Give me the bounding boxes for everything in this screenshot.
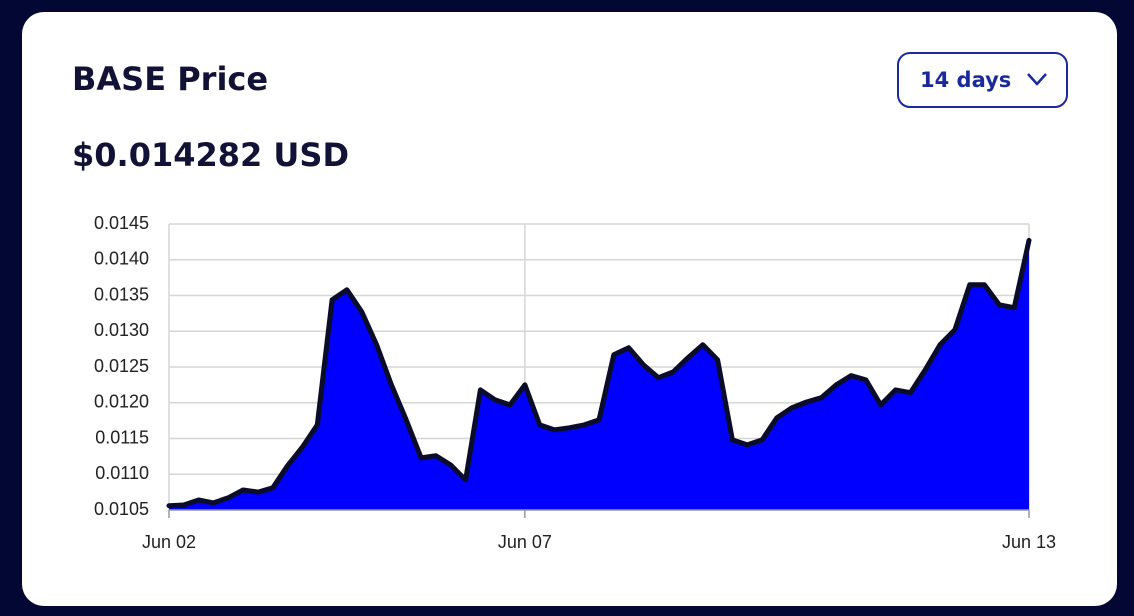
price: $0.014282 USD <box>72 136 349 174</box>
y-tick-label: 0.0105 <box>94 499 149 519</box>
chart-title: BASE Price <box>72 60 268 98</box>
y-tick-label: 0.0125 <box>94 356 149 376</box>
y-tick-label: 0.0120 <box>94 392 149 412</box>
x-tick-label: Jun 07 <box>498 532 552 552</box>
range-dropdown[interactable]: 14 days <box>897 52 1068 108</box>
y-tick-label: 0.0130 <box>94 320 149 340</box>
y-tick-label: 0.0145 <box>94 213 149 233</box>
y-tick-label: 0.0115 <box>95 427 149 447</box>
price-line <box>166 237 1032 509</box>
dropdown-label[interactable]: 14 days <box>920 68 1011 92</box>
x-tick-label: Jun 02 <box>142 532 196 552</box>
x-tick-label: Jun 13 <box>1002 532 1056 552</box>
area <box>169 240 1029 510</box>
y-tick-label: 0.0110 <box>95 463 149 483</box>
chevron[interactable] <box>1027 73 1047 86</box>
dropdown-box[interactable] <box>897 52 1068 108</box>
y-tick-label: 0.0135 <box>94 284 149 304</box>
y-tick-label: 0.0140 <box>94 249 149 269</box>
